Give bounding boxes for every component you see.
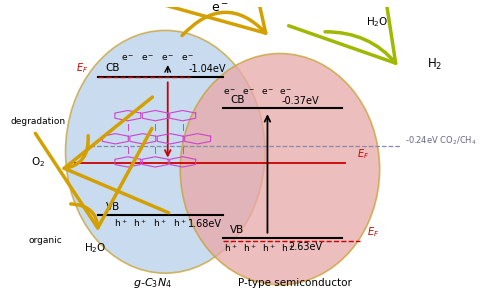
Text: CB: CB	[230, 95, 245, 105]
Ellipse shape	[66, 30, 265, 273]
Text: e$^-$: e$^-$	[161, 53, 174, 63]
Text: H$_2$O: H$_2$O	[366, 15, 388, 29]
Text: VB: VB	[230, 225, 244, 235]
Text: e$^-$: e$^-$	[242, 88, 255, 97]
FancyArrowPatch shape	[156, 0, 266, 36]
Text: e$^-$: e$^-$	[121, 53, 134, 63]
Ellipse shape	[180, 53, 380, 285]
Text: g-C$_3$N$_4$: g-C$_3$N$_4$	[133, 276, 172, 290]
Text: H$_2$O: H$_2$O	[84, 241, 106, 255]
Text: $E_F$: $E_F$	[357, 147, 370, 161]
FancyArrowPatch shape	[288, 0, 396, 63]
Text: e$^-$: e$^-$	[141, 53, 154, 63]
Text: -1.04eV: -1.04eV	[189, 64, 226, 74]
Text: O$_2$: O$_2$	[31, 155, 45, 169]
Text: e$^-$: e$^-$	[181, 53, 194, 63]
Text: organic: organic	[28, 236, 62, 245]
FancyArrowPatch shape	[36, 128, 152, 228]
Text: h$^+$: h$^+$	[174, 217, 187, 229]
Text: $E_F$: $E_F$	[76, 61, 88, 75]
Text: -0.24eV CO$_2$/CH$_4$: -0.24eV CO$_2$/CH$_4$	[404, 134, 476, 147]
Text: h$^+$: h$^+$	[154, 217, 167, 229]
Text: e$^-$: e$^-$	[260, 88, 274, 97]
Text: $E_F$: $E_F$	[367, 225, 380, 239]
Text: h$^+$: h$^+$	[114, 217, 127, 229]
Text: h$^+$: h$^+$	[134, 217, 147, 229]
Text: h$^+$: h$^+$	[262, 242, 276, 254]
Text: h$^+$: h$^+$	[224, 242, 238, 254]
Text: e$^-$: e$^-$	[279, 88, 292, 97]
Text: e$^-$: e$^-$	[224, 88, 237, 97]
Text: 2.63eV: 2.63eV	[288, 242, 322, 252]
Text: -0.37eV: -0.37eV	[281, 96, 318, 106]
Text: VB: VB	[106, 202, 120, 212]
Text: e$^-$: e$^-$	[211, 1, 229, 15]
FancyArrowPatch shape	[64, 97, 168, 213]
Text: H$_2$: H$_2$	[427, 57, 442, 72]
Text: degradation: degradation	[10, 117, 66, 126]
Text: CB: CB	[106, 64, 120, 73]
Text: h$^+$: h$^+$	[243, 242, 257, 254]
Text: h$^+$: h$^+$	[280, 242, 294, 254]
Text: 1.68eV: 1.68eV	[188, 219, 222, 229]
Text: P-type semiconductor: P-type semiconductor	[238, 278, 352, 288]
